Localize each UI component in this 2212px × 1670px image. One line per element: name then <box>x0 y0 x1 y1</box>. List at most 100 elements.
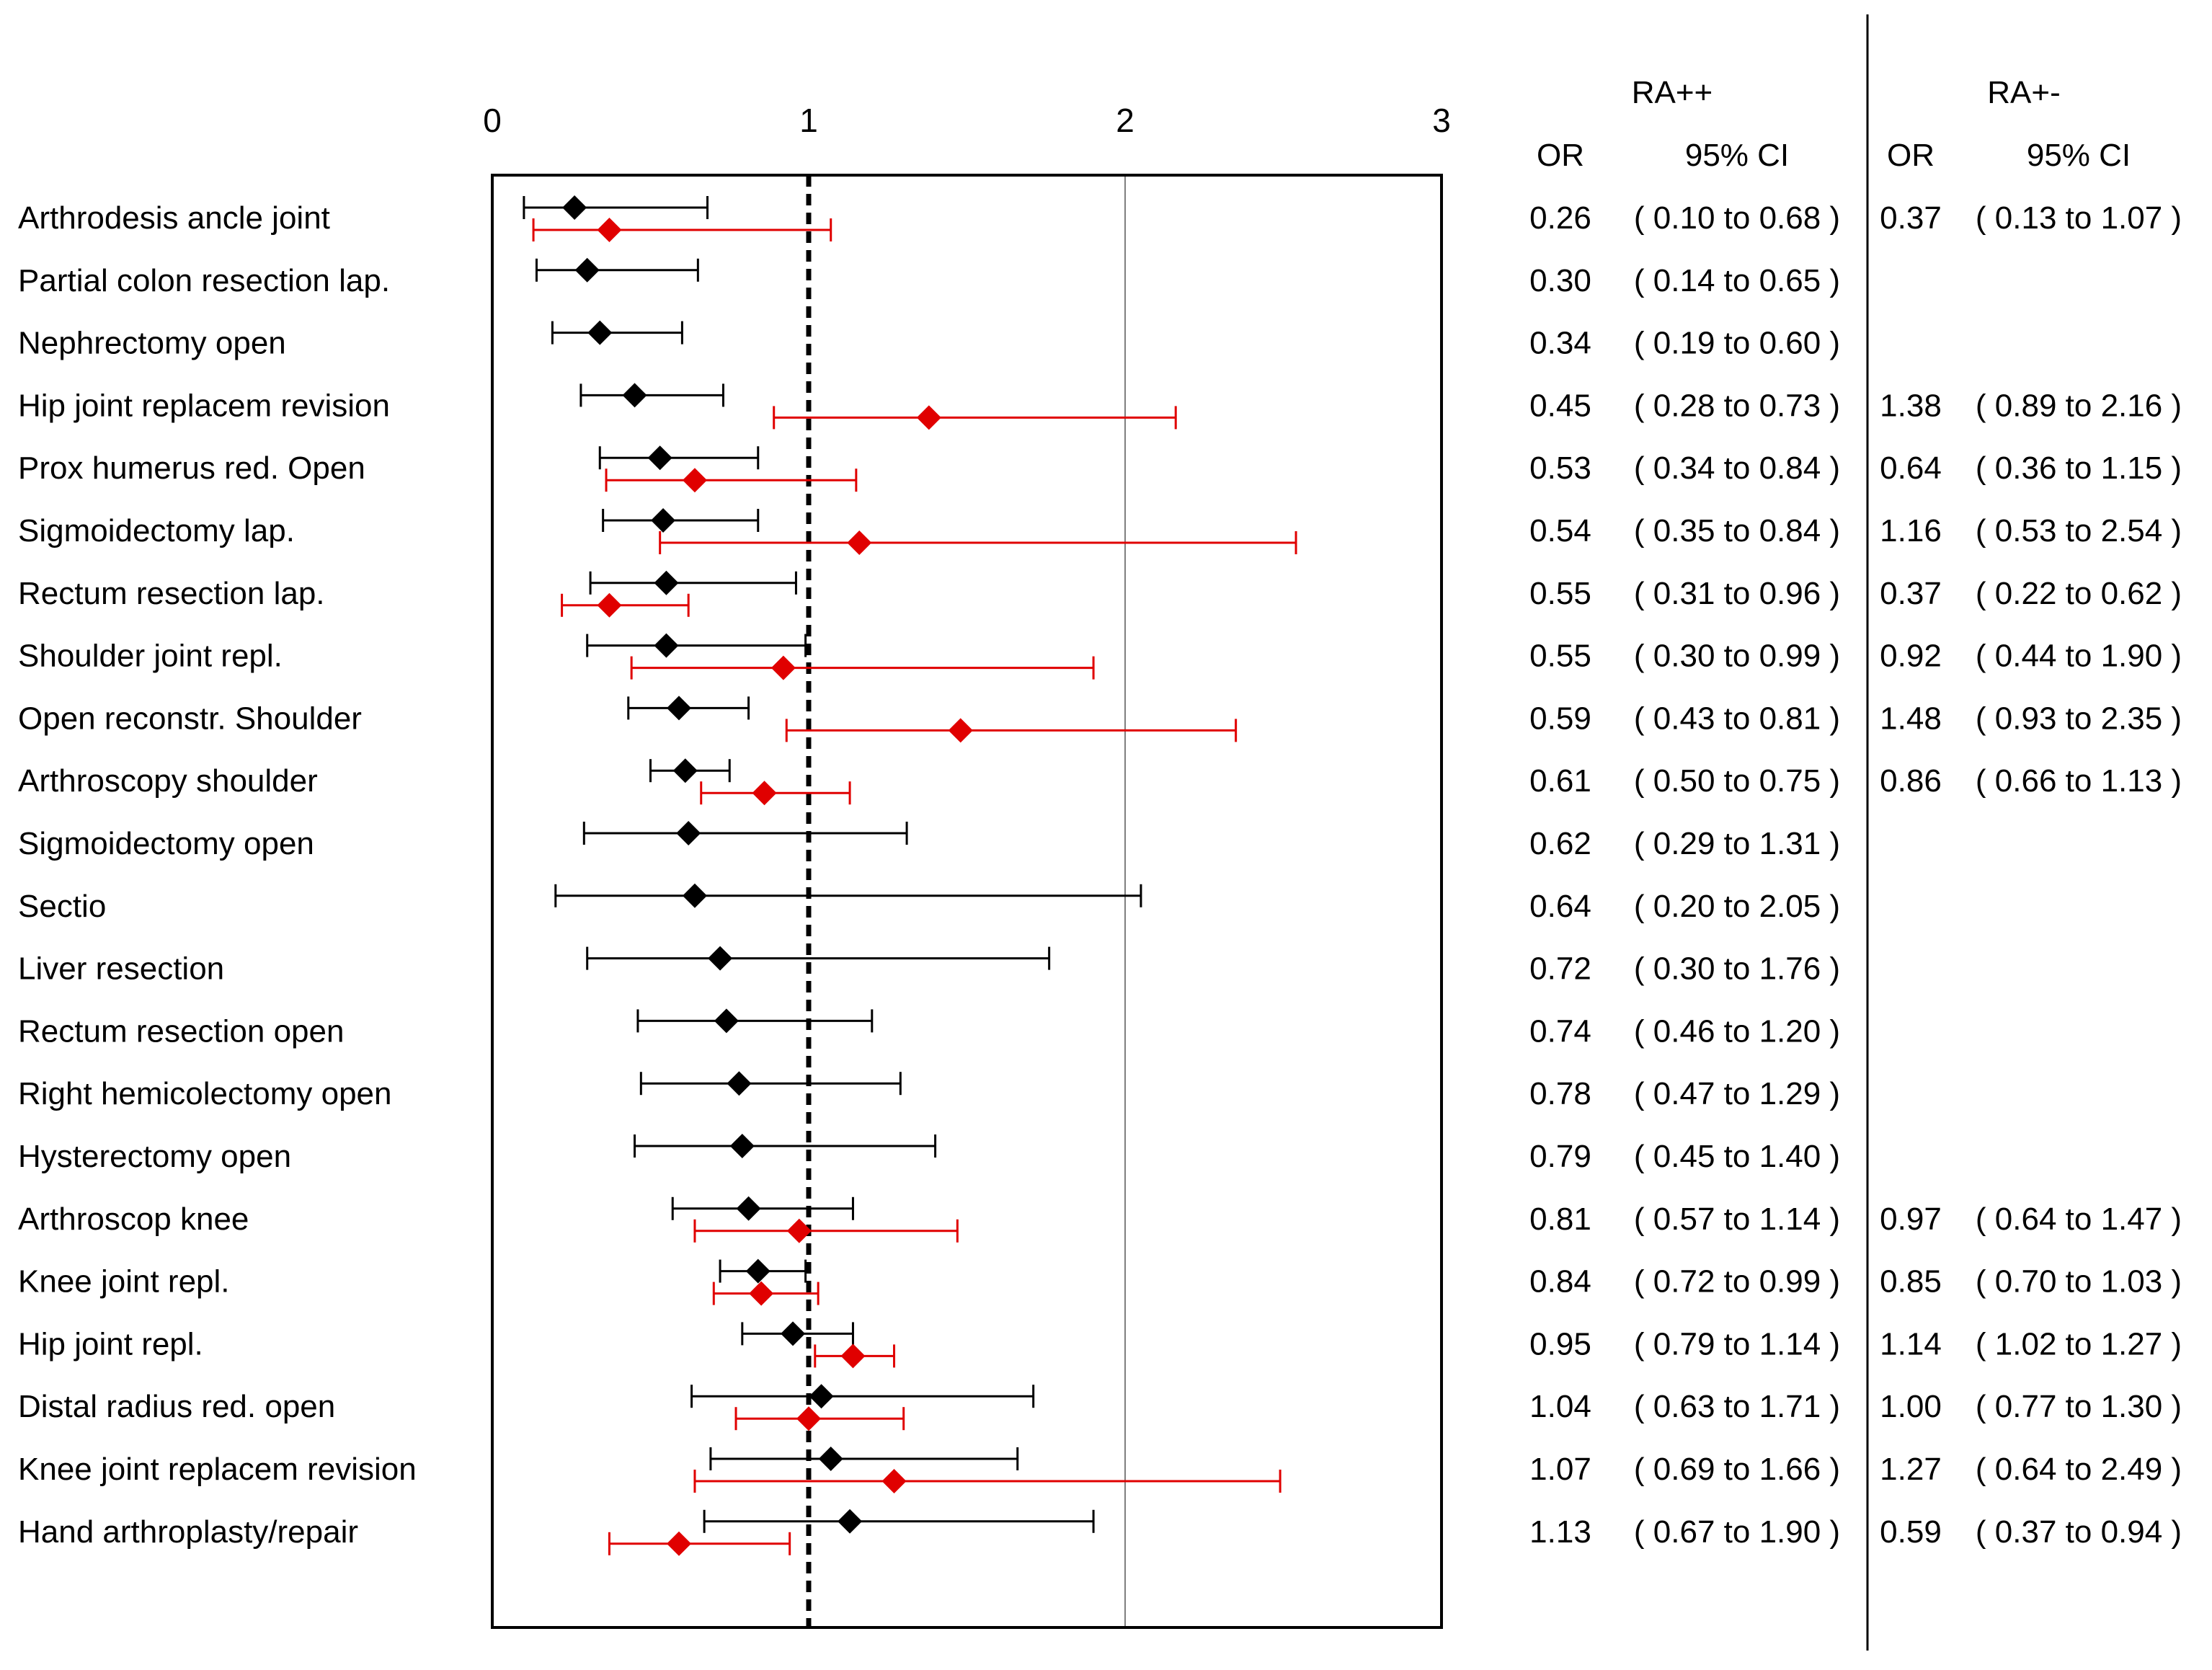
point-estimate-ra-pm <box>597 592 622 618</box>
table-ci-ra-pm: ( 1.02 to 1.27 ) <box>1976 1326 2182 1362</box>
point-estimate-ra-pp <box>838 1509 863 1534</box>
point-estimate-ra-pm <box>786 1218 812 1243</box>
table-ci-ra-pm: ( 0.77 to 1.30 ) <box>1976 1389 2182 1424</box>
point-estimate-ra-pp <box>574 257 600 283</box>
table-or-ra-pp: 0.26 <box>1529 200 1591 236</box>
table-or-ra-pp: 1.13 <box>1529 1514 1591 1550</box>
table-ci-ra-pp: ( 0.19 to 0.60 ) <box>1634 326 1840 361</box>
table-or-ra-pp: 0.53 <box>1529 450 1591 486</box>
row-label: Right hemicolectomy open <box>18 1076 391 1111</box>
table-ci-ra-pp: ( 0.30 to 1.76 ) <box>1634 951 1840 987</box>
point-estimate-ra-pp <box>708 946 733 971</box>
table-or-ra-pp: 0.59 <box>1529 701 1591 736</box>
table-ci-ra-pp: ( 0.47 to 1.29 ) <box>1634 1076 1840 1111</box>
table-ci-ra-pp: ( 0.63 to 1.71 ) <box>1634 1389 1840 1424</box>
table-ci-ra-pp: ( 0.43 to 0.81 ) <box>1634 701 1840 736</box>
table-or-ra-pp: 0.61 <box>1529 763 1591 799</box>
table-or-ra-pm: 1.16 <box>1880 513 1942 548</box>
table-ci-ra-pm: ( 0.93 to 2.35 ) <box>1976 701 2182 736</box>
column-header-ci-ra-pm: 95% CI <box>2027 138 2131 173</box>
row-label: Distal radius red. open <box>18 1389 335 1424</box>
x-tick-label: 3 <box>1432 102 1451 139</box>
point-estimate-ra-pm <box>749 1281 774 1306</box>
table-ci-ra-pp: ( 0.79 to 1.14 ) <box>1634 1326 1840 1362</box>
row-label: Arthroscopy shoulder <box>18 763 318 799</box>
table-or-ra-pp: 0.55 <box>1529 576 1591 611</box>
x-axis-tick-labels: 0 1 2 3 <box>483 102 1451 139</box>
group-header-ra-pp: RA++ <box>1632 75 1713 110</box>
data-marks <box>523 195 1297 1556</box>
point-estimate-ra-pm <box>667 1531 692 1556</box>
point-estimate-ra-pp <box>672 758 698 783</box>
row-label: Hysterectomy open <box>18 1139 291 1174</box>
row-label: Hand arthroplasty/repair <box>18 1514 358 1550</box>
table-ci-ra-pm: ( 0.64 to 2.49 ) <box>1976 1452 2182 1487</box>
table-or-ra-pp: 0.72 <box>1529 951 1591 987</box>
x-tick-label: 2 <box>1116 102 1134 139</box>
point-estimate-ra-pp <box>736 1196 761 1221</box>
table-or-ra-pm: 0.92 <box>1880 639 1942 674</box>
point-estimate-ra-pp <box>676 821 701 845</box>
point-estimate-ra-pp <box>667 696 692 721</box>
table-or-ra-pp: 0.45 <box>1529 388 1591 423</box>
column-header-or-ra-pp: OR <box>1537 138 1584 173</box>
row-label: Sigmoidectomy open <box>18 826 314 861</box>
table-ci-ra-pp: ( 0.10 to 0.68 ) <box>1634 200 1840 236</box>
point-estimate-ra-pp <box>781 1321 806 1346</box>
table-ci-ra-pm: ( 0.44 to 1.90 ) <box>1976 639 2182 674</box>
table-ci-ra-pp: ( 0.31 to 0.96 ) <box>1634 576 1840 611</box>
table-or-ra-pp: 1.07 <box>1529 1452 1591 1487</box>
table-or-ra-pp: 0.34 <box>1529 326 1591 361</box>
row-label: Knee joint replacem revision <box>18 1452 417 1487</box>
table-ci-ra-pm: ( 0.36 to 1.15 ) <box>1976 450 2182 486</box>
table-ci-ra-pm: ( 0.53 to 2.54 ) <box>1976 513 2182 548</box>
column-header-or-ra-pm: OR <box>1887 138 1935 173</box>
table-or-ra-pm: 1.00 <box>1880 1389 1942 1424</box>
point-estimate-ra-pm <box>770 655 796 680</box>
table-ci-ra-pp: ( 0.35 to 0.84 ) <box>1634 513 1840 548</box>
table-ci-ra-pm: ( 0.22 to 0.62 ) <box>1976 576 2182 611</box>
table-or-ra-pm: 0.37 <box>1880 576 1942 611</box>
x-tick-label: 1 <box>799 102 818 139</box>
table-or-ra-pm: 1.14 <box>1880 1326 1942 1362</box>
point-estimate-ra-pp <box>745 1258 770 1284</box>
point-estimate-ra-pp <box>647 445 672 471</box>
table-or-ra-pp: 0.78 <box>1529 1076 1591 1111</box>
point-estimate-ra-pp <box>809 1384 834 1409</box>
point-estimate-ra-pm <box>881 1469 907 1493</box>
table-or-ra-pp: 0.81 <box>1529 1202 1591 1237</box>
table-or-ra-pm: 1.38 <box>1880 388 1942 423</box>
point-estimate-ra-pp <box>818 1447 843 1471</box>
table-or-ra-pm: 0.64 <box>1880 450 1942 486</box>
table-ci-ra-pp: ( 0.29 to 1.31 ) <box>1634 826 1840 861</box>
x-tick-label: 0 <box>483 102 502 139</box>
table-ci-ra-pp: ( 0.69 to 1.66 ) <box>1634 1452 1840 1487</box>
table-ci-ra-pm: ( 0.13 to 1.07 ) <box>1976 200 2182 236</box>
row-label: Arthrodesis ancle joint <box>18 200 330 236</box>
row-label: Nephrectomy open <box>18 326 286 361</box>
plot-frame <box>491 174 1443 1629</box>
group-header-ra-pm: RA+- <box>1987 75 2060 110</box>
row-label: Sectio <box>18 889 106 924</box>
row-label: Hip joint replacem revision <box>18 388 390 423</box>
point-estimate-ra-pm <box>840 1343 866 1369</box>
table-ci-ra-pp: ( 0.30 to 0.99 ) <box>1634 639 1840 674</box>
table-ci-ra-pm: ( 0.89 to 2.16 ) <box>1976 388 2182 423</box>
table-ci-ra-pp: ( 0.57 to 1.14 ) <box>1634 1202 1840 1237</box>
point-estimate-ra-pp <box>714 1008 739 1034</box>
point-estimate-ra-pp <box>651 508 676 533</box>
table-or-ra-pp: 1.04 <box>1529 1389 1591 1424</box>
table-or-ra-pp: 0.64 <box>1529 889 1591 924</box>
table-ci-ra-pp: ( 0.34 to 0.84 ) <box>1634 450 1840 486</box>
point-estimate-ra-pp <box>587 320 613 345</box>
table-or-ra-pm: 0.85 <box>1880 1264 1942 1300</box>
table-ci-ra-pp: ( 0.67 to 1.90 ) <box>1634 1514 1840 1550</box>
row-label: Prox humerus red. Open <box>18 450 365 486</box>
table-or-ra-pp: 0.74 <box>1529 1013 1591 1049</box>
table-ci-ra-pp: ( 0.45 to 1.40 ) <box>1634 1139 1840 1174</box>
point-estimate-ra-pm <box>916 405 941 430</box>
table-or-ra-pp: 0.62 <box>1529 826 1591 861</box>
row-label: Rectum resection lap. <box>18 576 325 611</box>
